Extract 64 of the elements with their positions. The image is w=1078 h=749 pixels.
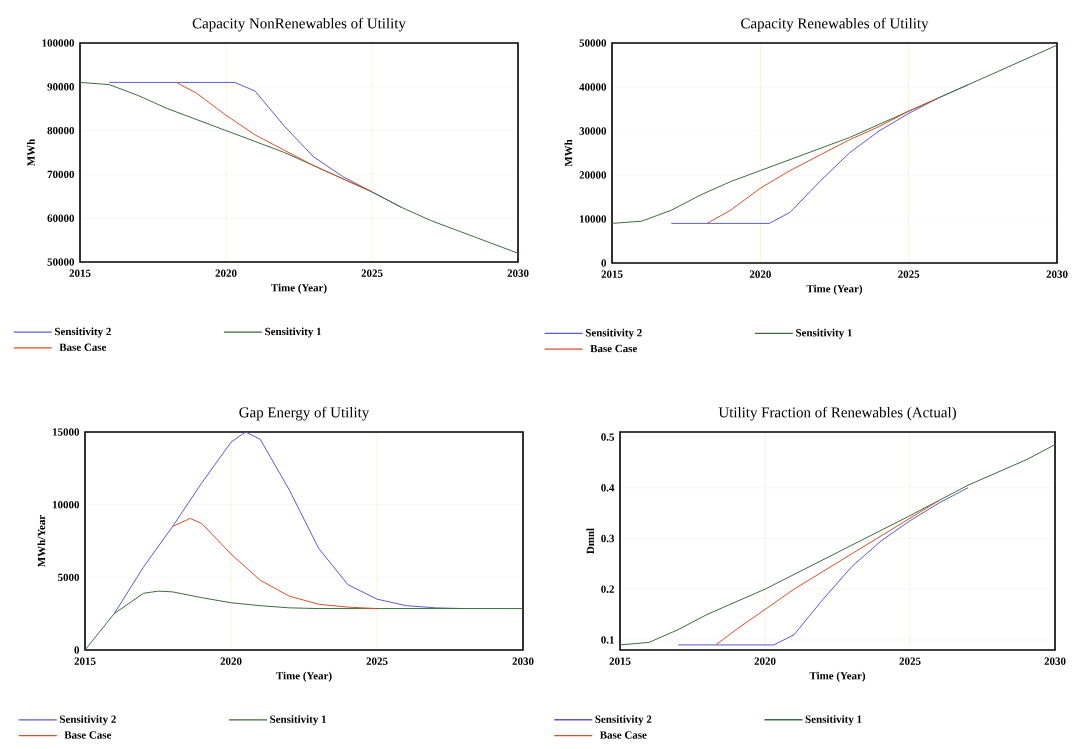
x-tick-label: 2030: [1044, 657, 1066, 665]
legend-label: Sensitivity 1: [805, 715, 862, 726]
x-tick-label: 2025: [361, 269, 383, 277]
legend-label: Base Case: [59, 343, 107, 351]
chart-title: Capacity Renewables of Utility: [741, 17, 929, 32]
x-tick-label: 2025: [366, 657, 388, 665]
y-tick-label: 0.2: [601, 585, 615, 593]
y-axis-title: Dmnl: [586, 528, 594, 554]
x-tick-label: 2025: [899, 657, 921, 665]
y-tick-label: 50000: [47, 258, 75, 266]
y-tick-label: 40000: [579, 83, 607, 91]
legend-label: Sensitivity 1: [796, 328, 852, 339]
x-tick-label: 2020: [749, 270, 771, 278]
line-series: [706, 97, 939, 224]
x-axis-title: Time (Year): [276, 671, 332, 682]
x-tick-label: 2020: [215, 269, 237, 277]
legend-label: Base Case: [64, 731, 112, 739]
legend-label: Sensitivity 2: [59, 715, 116, 726]
y-tick-label: 20000: [579, 171, 607, 179]
y-tick-label: 70000: [47, 170, 75, 179]
legend-label: Sensitivity 1: [265, 327, 321, 338]
y-axis-title: MWh: [564, 139, 573, 167]
y-tick-label: 10000: [52, 500, 80, 509]
x-tick-label: 2015: [74, 657, 96, 665]
x-axis-title: Time (Year): [271, 283, 327, 294]
y-tick-label: 0.5: [601, 433, 615, 441]
line-series: [172, 517, 378, 610]
x-tick-label: 2020: [754, 657, 776, 665]
y-tick-label: 0: [74, 646, 80, 654]
y-tick-label: 90000: [47, 83, 75, 91]
y-axis-title: MWh/Year: [37, 515, 46, 567]
chart-title: Capacity NonRenewables of Utility: [192, 17, 406, 32]
y-tick-label: 0.3: [601, 534, 615, 543]
x-tick-label: 2020: [220, 657, 242, 665]
y-tick-label: 80000: [47, 126, 75, 135]
x-tick-label: 2015: [69, 269, 91, 277]
x-tick-label: 2030: [1046, 270, 1068, 278]
legend-label: Base Case: [590, 344, 638, 353]
legend-label: Base Case: [599, 731, 647, 739]
chart-title: Gap Energy of Utility: [239, 406, 370, 421]
x-axis-title: Time (Year): [809, 671, 866, 682]
y-tick-label: 0: [601, 259, 607, 267]
y-tick-label: 30000: [579, 127, 607, 135]
chart-title: Utility Fraction of Renewables (Actual): [718, 406, 956, 421]
legend-label: Sensitivity 1: [270, 715, 326, 726]
y-tick-label: 100000: [42, 39, 75, 47]
y-tick-label: 0.1: [601, 636, 614, 644]
x-tick-label: 2030: [512, 657, 534, 665]
legend-label: Sensitivity 2: [585, 328, 642, 339]
y-axis-title: MWh: [27, 138, 35, 166]
x-tick-label: 2015: [601, 270, 623, 278]
y-tick-label: 10000: [579, 215, 607, 223]
y-tick-label: 15000: [52, 428, 80, 436]
y-tick-label: 5000: [58, 573, 80, 582]
x-tick-label: 2030: [507, 269, 529, 277]
x-tick-label: 2015: [609, 657, 631, 665]
y-tick-label: 60000: [47, 214, 75, 222]
line-series: [175, 81, 373, 193]
y-tick-label: 0.4: [601, 484, 615, 492]
legend-label: Sensitivity 2: [595, 715, 652, 726]
legend-label: Sensitivity 2: [54, 327, 111, 338]
x-tick-label: 2025: [898, 270, 920, 278]
y-tick-label: 50000: [579, 39, 607, 47]
x-axis-title: Time (Year): [806, 284, 863, 295]
